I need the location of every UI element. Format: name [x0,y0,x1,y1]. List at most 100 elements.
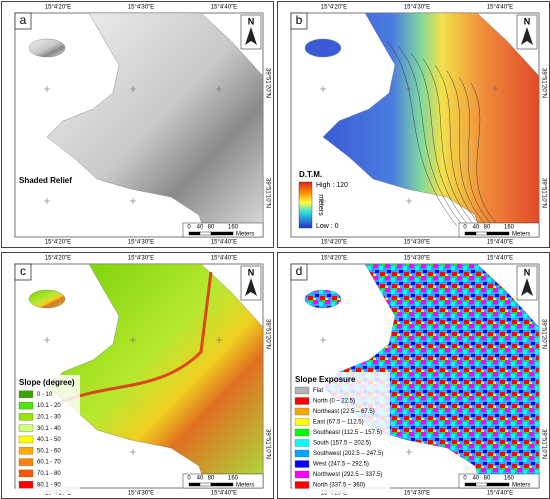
north-label: N [248,16,255,26]
legend-swatch [18,481,34,489]
panel-label: d [296,264,303,278]
scale-bar-segment [486,482,510,487]
legend-swatch [18,413,34,421]
coord-bottom: 15°4'30"E [128,240,154,246]
graticule-cross [44,337,50,343]
graticule-cross [130,449,136,455]
legend-label: 70.1 - 80 [37,471,61,477]
map-panel: d 15°4'20"E 15°4'20"E 15°4'30"E 15°4'30"E 15°… [277,252,550,499]
coord-top: 15°4'30"E [128,256,154,262]
graticule-cross [320,337,326,343]
coord-bottom: 15°4'20"E [45,240,71,246]
legend-label: East (67.5 – 112.5) [313,420,364,426]
legend-swatch [294,470,310,479]
legend-label: West (247.5 – 292.5) [313,462,369,468]
coord-top: 15°4'20"E [45,256,71,262]
coord-top: 15°4'20"E [45,5,71,11]
scale-bar-label: 160 [504,476,515,482]
scale-bar-label: 40 [473,476,480,482]
scale-bar-segment [188,482,201,487]
legend-label: Northeast (22.5 – 67.5) [313,409,375,415]
legend-swatch [18,401,34,410]
north-label: N [524,16,531,26]
legend-label: South (157.5 – 202.5) [313,441,371,447]
coord-bottom: 15°4'40"E [487,491,513,497]
graticule-cross [130,337,136,343]
contour [434,64,482,227]
graticule-cross [216,86,222,92]
map-panel: a 15°4'20"E 15°4'20"E 15°4'30"E 15°4'30"E 15°… [1,1,274,248]
coord-right: 39°51'10"N [540,178,546,208]
legend-swatch [294,418,310,426]
scale-bar-label: 0 [463,225,467,231]
island [28,38,66,58]
contour [410,52,470,227]
legend-label: North (337.5 – 360) [313,483,365,489]
north-label: N [248,267,255,277]
contour [446,70,488,227]
scale-bar-segment [199,231,212,236]
coord-bottom: 15°4'20"E [321,240,347,246]
coord-top: 15°4'30"E [404,5,430,11]
landmass [46,263,264,489]
panel-label-box [290,263,308,281]
legend-swatch [18,390,34,398]
scale-bar-segment [464,231,477,236]
scale-bar-unit: Meters [236,232,254,238]
coord-right: 39°51'10"N [540,429,546,459]
graticule-cross [130,198,136,204]
island [304,38,342,58]
panel-label: c [20,264,26,278]
coord-bottom: 15°4'40"E [211,240,237,246]
scale-bar-label: 0 [463,476,467,482]
coord-top: 15°4'20"E [321,256,347,262]
ramp-low: Low : 0 [316,223,339,230]
legend-label: North (0 – 22.5) [313,399,355,405]
ramp-unit: meters [317,194,324,216]
graticule-cross [216,337,222,343]
graticule-cross [406,198,412,204]
legend-swatch [294,428,310,437]
scale-bar-segment [210,482,234,487]
scale-bar-segment [199,482,212,487]
legend-swatch [294,460,310,468]
scale-bar-label: 40 [473,225,480,231]
legend-label: Southeast (112.5 – 157.5) [313,430,382,436]
legend-title: Shaded Relief [19,176,72,185]
scale-bar-label: 80 [208,225,215,231]
contour [398,46,464,227]
panel-label: b [296,13,303,27]
graticule-cross [320,198,326,204]
graticule-cross [130,86,136,92]
north-arrow [245,27,257,45]
contour [386,40,458,227]
map-panel: c15°4'20"E15°4'20"E15°4'30"E15°4'30"E15°… [1,252,274,499]
legend-swatch [18,458,34,466]
island [304,289,342,309]
scale-bar-label: 160 [228,476,239,482]
scale-bar-unit: Meters [236,483,254,489]
landmass [46,12,264,238]
scale-bar-label: 160 [504,225,515,231]
ramp-high: High : 120 [316,182,348,189]
scale-bar-label: 160 [228,225,239,231]
graticule-cross [406,86,412,92]
coord-bottom: 15°4'40"E [211,491,237,497]
landmass [322,12,540,238]
scale-bar-label: 80 [484,225,491,231]
scale-bar-label: 80 [208,476,215,482]
legend-label: 20.1 - 30 [37,414,61,420]
legend-label: 60.1 - 70 [37,460,61,466]
scale-bar-segment [475,482,488,487]
coord-bottom: 15°4'30"E [404,240,430,246]
scale-bar-segment [486,231,510,236]
coord-bottom: 15°4'30"E [128,491,154,497]
legend-swatch [294,397,310,405]
coord-top: 15°4'40"E [211,256,237,262]
contour [470,82,500,227]
scale-bar-segment [475,231,488,236]
color-ramp [298,181,313,229]
north-arrow [521,278,533,296]
legend-label: 40.1 - 50 [37,437,61,443]
coord-top: 15°4'40"E [487,256,513,262]
